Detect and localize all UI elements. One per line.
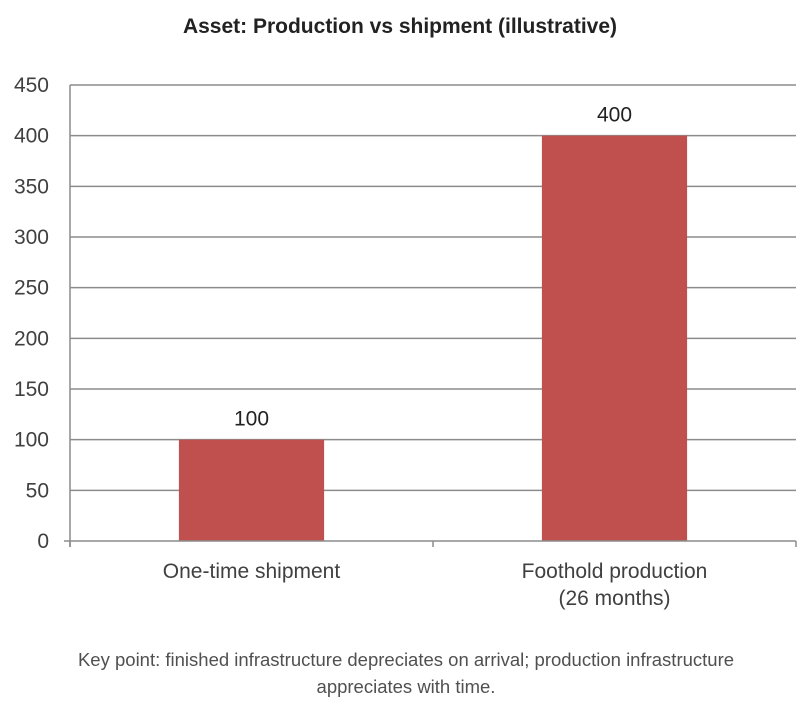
bar-chart: Asset: Production vs shipment (illustrat… [14,15,797,610]
chart-title: Asset: Production vs shipment (illustrat… [183,15,617,38]
y-tick-label: 250 [14,277,49,300]
x-category-label: Foothold production [522,560,708,583]
y-tick-label: 300 [14,226,49,249]
y-tick-label: 50 [26,479,49,502]
y-tick-label: 450 [14,74,49,97]
axes [64,85,797,547]
data-label-1: 100 [234,408,269,431]
bar-1 [178,439,325,541]
y-tick-label: 100 [14,429,49,452]
y-tick-label: 150 [14,378,49,401]
labels: 0 50 100 150 200 250 300 350 400 450 100 One-time s… [14,74,707,610]
y-tick-label: 0 [37,530,49,553]
footnote-line-2: appreciates with time. [316,676,496,697]
y-tick-label: 350 [14,175,49,198]
footnote-line-1: Key point: finished infrastructure depre… [77,649,735,670]
footnote: Key point: finished infrastructure depre… [0,646,812,700]
data-label-2: 400 [597,104,632,127]
bar-2 [541,135,688,541]
x-category-label: (26 months) [558,587,670,610]
x-category-label: One-time shipment [163,560,341,583]
y-tick-label: 400 [14,125,49,148]
bars [178,135,688,541]
y-tick-label: 200 [14,327,49,350]
